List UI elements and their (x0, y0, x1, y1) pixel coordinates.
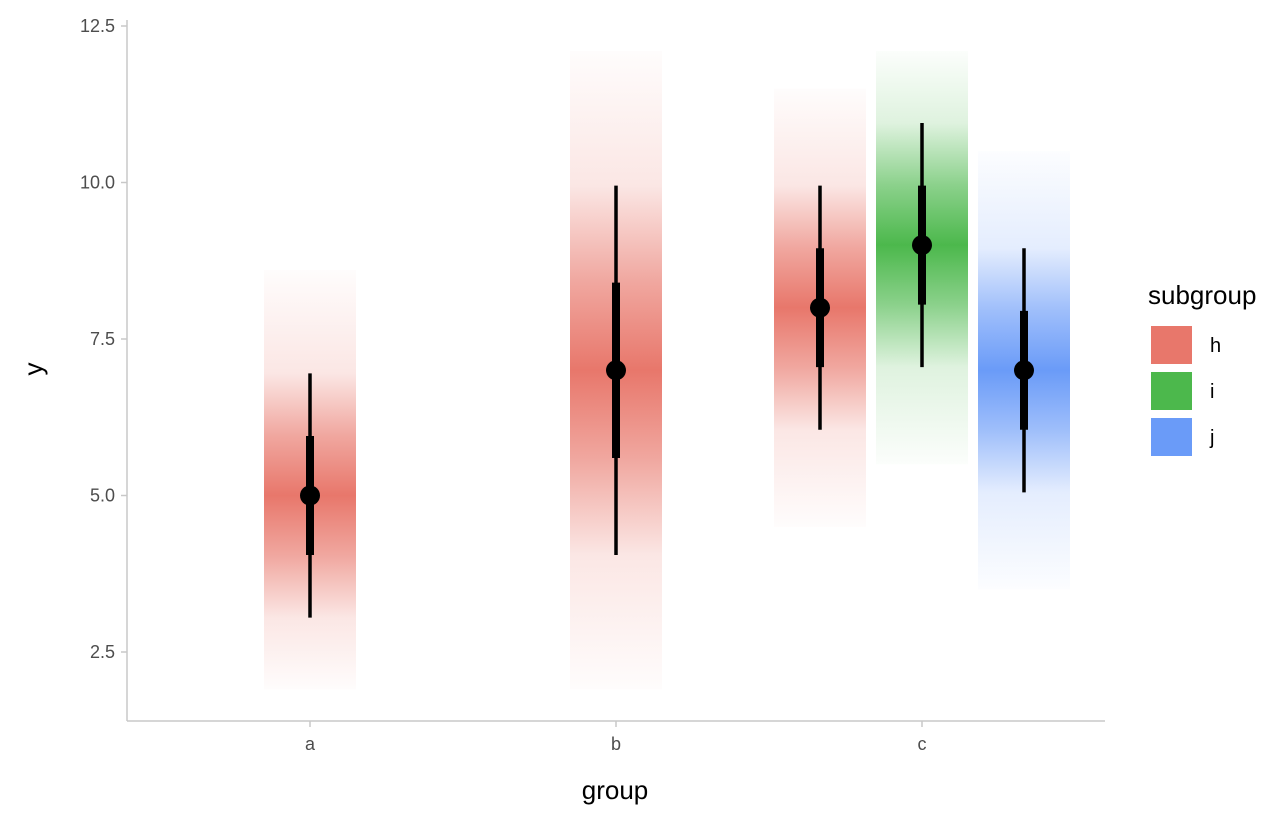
y-tick-label: 7.5 (90, 329, 115, 349)
interval-c-j (1014, 248, 1034, 493)
interval-c-h (810, 185, 830, 430)
gradient-bands (264, 51, 1070, 690)
legend-label-i: i (1210, 381, 1214, 403)
legend-title: subgroup (1148, 280, 1256, 310)
point-estimate (1014, 360, 1034, 381)
point-estimate (912, 235, 932, 256)
y-tick-label: 2.5 (90, 642, 115, 662)
point-estimate (606, 360, 626, 381)
interval-a-h (300, 373, 320, 618)
y-tick-label: 10.0 (80, 173, 115, 193)
legend-swatch-h (1151, 326, 1192, 364)
legend-label-h: h (1210, 335, 1221, 357)
y-tick-label: 5.0 (90, 486, 115, 506)
interval-b-h (606, 185, 626, 555)
y-tick-label: 12.5 (80, 16, 115, 36)
point-estimate (300, 485, 320, 506)
x-tick-label: a (305, 734, 316, 754)
legend-swatch-j (1151, 418, 1192, 456)
x-tick-label: b (611, 734, 621, 754)
legend: subgroup h i j (1148, 280, 1256, 456)
point-estimate (810, 297, 830, 318)
interval-c-i (912, 123, 932, 368)
legend-swatch-i (1151, 372, 1192, 410)
y-ticks: 2.5 5.0 7.5 10.0 12.5 (80, 16, 127, 662)
y-axis-title: y (18, 363, 48, 376)
x-axis-title: group (582, 775, 649, 805)
x-tick-label: c (918, 734, 927, 754)
intervals (300, 123, 1034, 618)
legend-label-j: j (1209, 427, 1214, 449)
x-ticks: a b c (305, 721, 927, 754)
